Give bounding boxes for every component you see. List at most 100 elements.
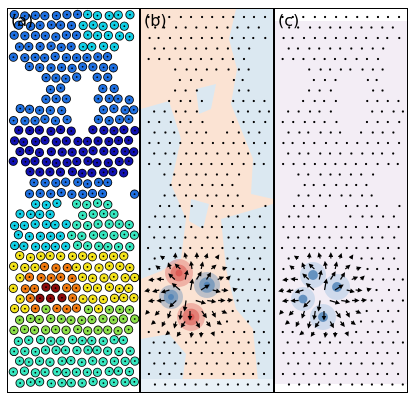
particle-center (59, 339, 62, 342)
particle (15, 250, 25, 261)
particle-center (111, 170, 114, 173)
lattice-dot (174, 362, 177, 365)
map-background (275, 9, 407, 392)
lattice-dot (338, 341, 342, 344)
lattice-dot (258, 110, 261, 113)
displacement-arrow (278, 287, 285, 293)
particle (124, 32, 135, 42)
particle-center (87, 160, 89, 163)
lattice-dot (335, 120, 338, 124)
particle (67, 189, 77, 199)
lattice-dot (173, 383, 177, 386)
particle-center (45, 308, 47, 311)
particle (92, 158, 102, 168)
particle-center (132, 150, 135, 153)
lattice-dot (258, 215, 261, 218)
lattice-dot (164, 383, 167, 386)
lattice-dot (338, 131, 342, 134)
lattice-dot (387, 162, 390, 166)
lattice-dot (396, 162, 399, 166)
lattice-dot (328, 341, 332, 344)
lattice-dot (376, 162, 379, 166)
lattice-dot (282, 36, 285, 40)
particle-center (113, 24, 116, 27)
particle (25, 252, 36, 263)
lattice-dot (199, 57, 203, 61)
particle (35, 209, 45, 219)
particle-center (124, 381, 127, 383)
lattice-dot (238, 89, 241, 92)
lattice-dot (154, 215, 157, 218)
lattice-dot (313, 36, 317, 40)
lattice-dot (328, 236, 331, 239)
particle-center (22, 141, 25, 143)
particle-center (118, 160, 121, 163)
particle (35, 41, 45, 52)
lattice-dot (318, 341, 322, 344)
lattice-dot (308, 89, 311, 92)
particle (25, 377, 36, 387)
particle-center (108, 140, 110, 143)
particle-center (75, 287, 78, 289)
particle (20, 304, 30, 314)
particle (103, 200, 113, 210)
lattice-dot (354, 36, 357, 40)
lattice-dot (324, 225, 327, 229)
particle-center (33, 287, 36, 290)
particle-center (64, 77, 67, 80)
lattice-dot (354, 351, 357, 355)
lattice-dot (263, 99, 266, 103)
particle (52, 198, 62, 208)
particle-center (29, 25, 32, 28)
lattice-dot (210, 372, 213, 376)
particle (51, 345, 61, 355)
particle (77, 357, 87, 367)
lattice-dot (323, 15, 327, 19)
lattice-dot (397, 246, 400, 250)
particle-center (38, 66, 41, 69)
particle (35, 231, 46, 241)
lattice-dot (381, 215, 385, 218)
lattice-dot (168, 99, 171, 103)
particle (78, 42, 88, 52)
lattice-dot (184, 194, 188, 197)
particle-center (122, 318, 125, 320)
lattice-dot (247, 236, 250, 239)
particle-center (34, 34, 37, 37)
particle (103, 325, 113, 335)
lattice-dot (396, 330, 399, 334)
lattice-dot (391, 26, 394, 29)
particle-center (106, 76, 109, 79)
lattice-dot (147, 15, 150, 19)
hot-spot (165, 259, 193, 287)
lattice-dot (381, 257, 385, 260)
lattice-dot (152, 341, 155, 344)
particle-center (113, 213, 115, 215)
lattice-dot (398, 120, 401, 124)
lattice-dot (345, 141, 349, 145)
particle (83, 241, 93, 251)
particle (114, 346, 124, 357)
lattice-dot (190, 162, 193, 166)
particle (82, 200, 92, 210)
particle-center (124, 150, 126, 153)
displacement-arrow (330, 271, 336, 280)
lattice-dot (190, 225, 193, 229)
particle (78, 210, 88, 220)
particle-center (85, 203, 88, 206)
particle-center (54, 35, 57, 38)
particle-center (55, 77, 57, 79)
particle-center (75, 266, 78, 269)
particle (34, 356, 45, 366)
particle (41, 325, 51, 335)
lattice-dot (168, 372, 171, 376)
lattice-dot (232, 78, 235, 82)
lattice-dot (318, 236, 321, 239)
particle-center (54, 181, 57, 184)
displacement-arrow (350, 320, 356, 325)
lattice-dot (237, 131, 240, 134)
lattice-dot (293, 246, 296, 250)
lattice-dot (287, 110, 290, 113)
lattice-dot (204, 131, 208, 134)
particle (114, 284, 124, 294)
